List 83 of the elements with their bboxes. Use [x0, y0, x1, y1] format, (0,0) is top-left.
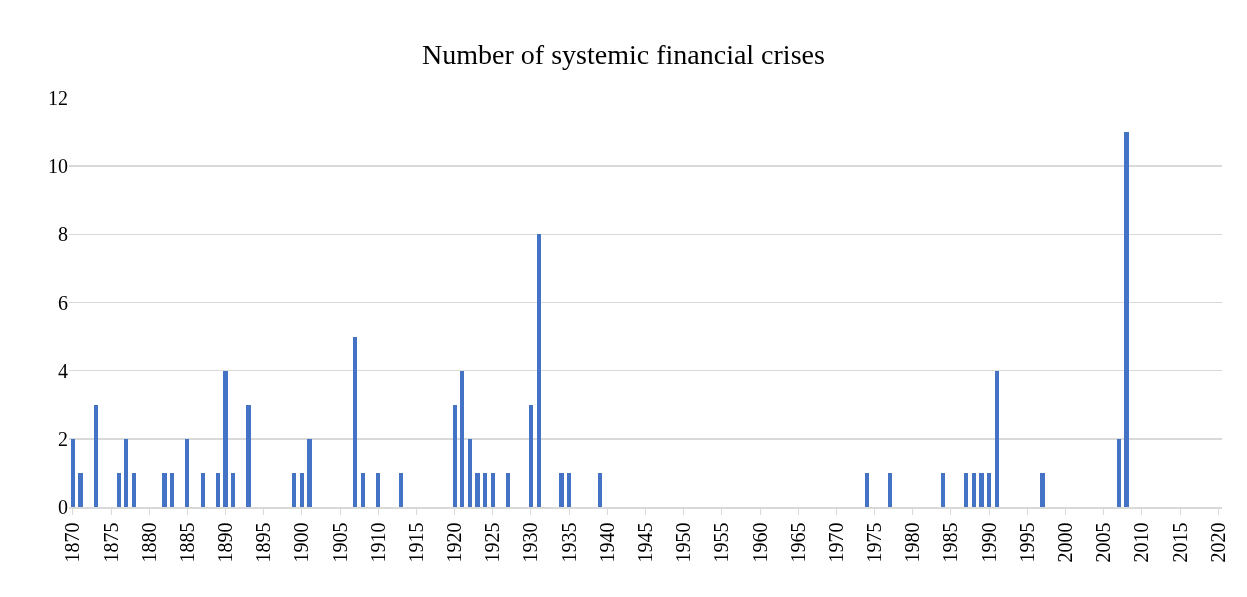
bar: [490, 472, 495, 507]
y-tick-label: 8: [58, 223, 68, 246]
bar: [971, 472, 976, 507]
bar: [215, 472, 220, 507]
bar: [475, 472, 480, 507]
x-tick-label: 1975: [863, 522, 886, 563]
x-tick-label: 2000: [1053, 522, 1076, 563]
x-tick-label: 1990: [977, 522, 1000, 563]
x-tick-label: 1910: [366, 522, 389, 563]
bar: [941, 472, 946, 507]
bar: [864, 472, 870, 507]
y-tick-label: 12: [48, 87, 68, 109]
chart-title: Number of systemic financial crises: [422, 39, 825, 71]
bar: [1116, 438, 1122, 507]
bar: [483, 472, 488, 507]
x-tick-label: 1985: [939, 522, 962, 563]
bar: [124, 438, 129, 507]
bar: [353, 336, 358, 507]
bar: [223, 370, 228, 507]
bar: [528, 404, 534, 507]
x-tick-label: 1905: [328, 522, 351, 563]
bar: [505, 472, 511, 507]
bar: [559, 472, 564, 507]
y-tick-label: 10: [48, 155, 68, 178]
bar: [887, 472, 892, 507]
x-tick-label: 1920: [443, 522, 466, 563]
bar: [246, 404, 251, 507]
bar: [185, 438, 190, 507]
x-tick-label: 1970: [824, 522, 847, 563]
bar: [994, 370, 999, 507]
bar: [131, 472, 136, 507]
x-tick-label: 1995: [1015, 522, 1038, 563]
x-tick-label: 1870: [61, 522, 84, 563]
x-tick-label: 2005: [1092, 522, 1115, 563]
bar: [93, 404, 98, 507]
bar: [597, 472, 602, 507]
bar: [162, 472, 167, 507]
bar: [1040, 472, 1045, 507]
bar: [307, 438, 312, 507]
x-tick-label: 1955: [710, 522, 733, 563]
bar: [399, 472, 404, 507]
bar: [299, 472, 304, 507]
bar: [1124, 132, 1129, 507]
bar: [70, 438, 75, 507]
y-tick-label: 6: [58, 291, 68, 314]
x-tick-label: 1890: [214, 522, 237, 563]
bar: [116, 472, 121, 507]
bar: [536, 234, 541, 507]
x-tick-label: 1930: [519, 522, 542, 563]
bar: [78, 472, 83, 507]
bar: [452, 404, 457, 507]
x-tick-label: 1965: [786, 522, 809, 563]
x-tick-label: 1960: [748, 522, 771, 563]
x-tick-label: 2020: [1206, 522, 1229, 563]
y-tick-label: 2: [58, 427, 68, 450]
x-tick-label: 1980: [901, 522, 924, 563]
bar: [467, 438, 472, 507]
bar: [376, 472, 381, 507]
x-tick-label: 2015: [1168, 522, 1191, 563]
x-tick-label: 1925: [481, 522, 504, 563]
x-tick-label: 1950: [672, 522, 695, 563]
x-tick-label: 1945: [634, 522, 656, 563]
bar: [987, 472, 992, 507]
x-tick-label: 1900: [290, 522, 313, 563]
bar: [200, 472, 205, 507]
x-tick-label: 2010: [1130, 522, 1153, 563]
bar: [292, 472, 297, 507]
x-tick-label: 1935: [557, 522, 580, 563]
x-tick-label: 1885: [175, 522, 198, 563]
bar: [231, 472, 236, 507]
bar: [964, 472, 969, 507]
bar: [360, 472, 366, 507]
bar: [567, 472, 572, 507]
x-tick-label: 1875: [99, 522, 122, 563]
y-tick-label: 4: [58, 359, 68, 382]
x-tick-label: 1880: [137, 522, 160, 563]
x-tick-label: 1915: [404, 522, 427, 563]
bar: [460, 370, 465, 507]
bar: [979, 472, 984, 507]
y-tick-label: 0: [58, 496, 68, 518]
bar: [169, 472, 175, 507]
x-tick-label: 1895: [252, 522, 275, 563]
x-tick-label: 1940: [595, 522, 618, 563]
